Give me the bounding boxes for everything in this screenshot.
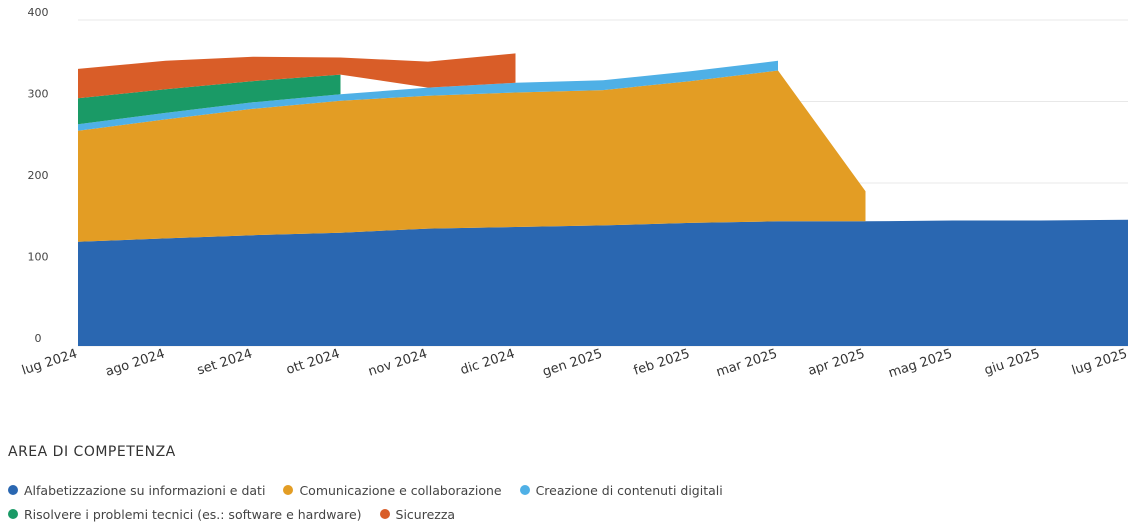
legend-item[interactable]: Comunicazione e collaborazione <box>283 482 502 498</box>
legend-title: AREA DI COMPETENZA <box>8 444 176 460</box>
legend-row: Risolvere i problemi tecnici (es.: softw… <box>8 502 1008 526</box>
legend-label: Alfabetizzazione su informazioni e dati <box>24 482 266 498</box>
x-tick-label: feb 2025 <box>632 347 692 379</box>
x-axis-ticks: lug 2024 ago 2024 set 2024 ott 2024 nov 2024… <box>20 347 1129 382</box>
x-tick-label: lug 2025 <box>1070 347 1129 379</box>
y-tick-label: 0 <box>35 332 42 345</box>
series-area <box>78 60 778 131</box>
legend-swatch <box>8 509 18 519</box>
legend-label: Sicurezza <box>395 506 456 522</box>
y-tick-label: 300 <box>28 88 49 101</box>
y-axis-ticks: 0 100 200 300 400 <box>28 6 49 345</box>
x-tick-label: mag 2025 <box>887 347 955 382</box>
legend-label: Creazione di contenuti digitali <box>535 482 723 498</box>
y-tick-label: 200 <box>28 169 49 182</box>
x-tick-label: nov 2024 <box>366 347 429 380</box>
legend-item[interactable]: Alfabetizzazione su informazioni e dati <box>8 483 265 498</box>
legend-row: Alfabetizzazione su informazioni e dati C… <box>8 478 1008 502</box>
x-tick-label: ott 2024 <box>284 347 341 378</box>
legend-item[interactable]: Creazione di contenuti digitali <box>519 482 723 498</box>
series-area <box>78 53 516 99</box>
legend-label: Risolvere i problemi tecnici (es.: softw… <box>24 506 362 522</box>
legend-swatch <box>519 485 530 495</box>
y-tick-label: 400 <box>28 6 49 19</box>
legend-label: Comunicazione e collaborazione <box>299 482 502 498</box>
x-tick-label: ago 2024 <box>104 347 167 380</box>
series-area <box>78 74 341 125</box>
area-chart: 0 100 200 300 400 lug 2024 ago 2024 set 2024 ot… <box>20 6 1129 382</box>
legend-swatch <box>8 485 18 495</box>
x-tick-label: giu 2025 <box>983 347 1042 379</box>
series-area <box>78 70 866 242</box>
legend-swatch <box>379 509 390 519</box>
x-tick-label: gen 2025 <box>541 347 604 380</box>
legend-swatch <box>283 485 294 495</box>
series-area <box>78 219 1128 346</box>
legend: Alfabetizzazione su informazioni e dati C… <box>8 478 1008 526</box>
legend-item[interactable]: Risolvere i problemi tecnici (es.: softw… <box>8 507 362 522</box>
x-tick-label: dic 2024 <box>459 347 517 379</box>
x-tick-label: apr 2025 <box>806 347 867 379</box>
x-tick-label: lug 2024 <box>20 347 79 379</box>
series-areas <box>78 53 1128 346</box>
legend-item[interactable]: Sicurezza <box>379 506 456 522</box>
x-tick-label: set 2024 <box>195 347 254 379</box>
y-tick-label: 100 <box>28 251 49 264</box>
x-tick-label: mar 2025 <box>714 347 779 381</box>
